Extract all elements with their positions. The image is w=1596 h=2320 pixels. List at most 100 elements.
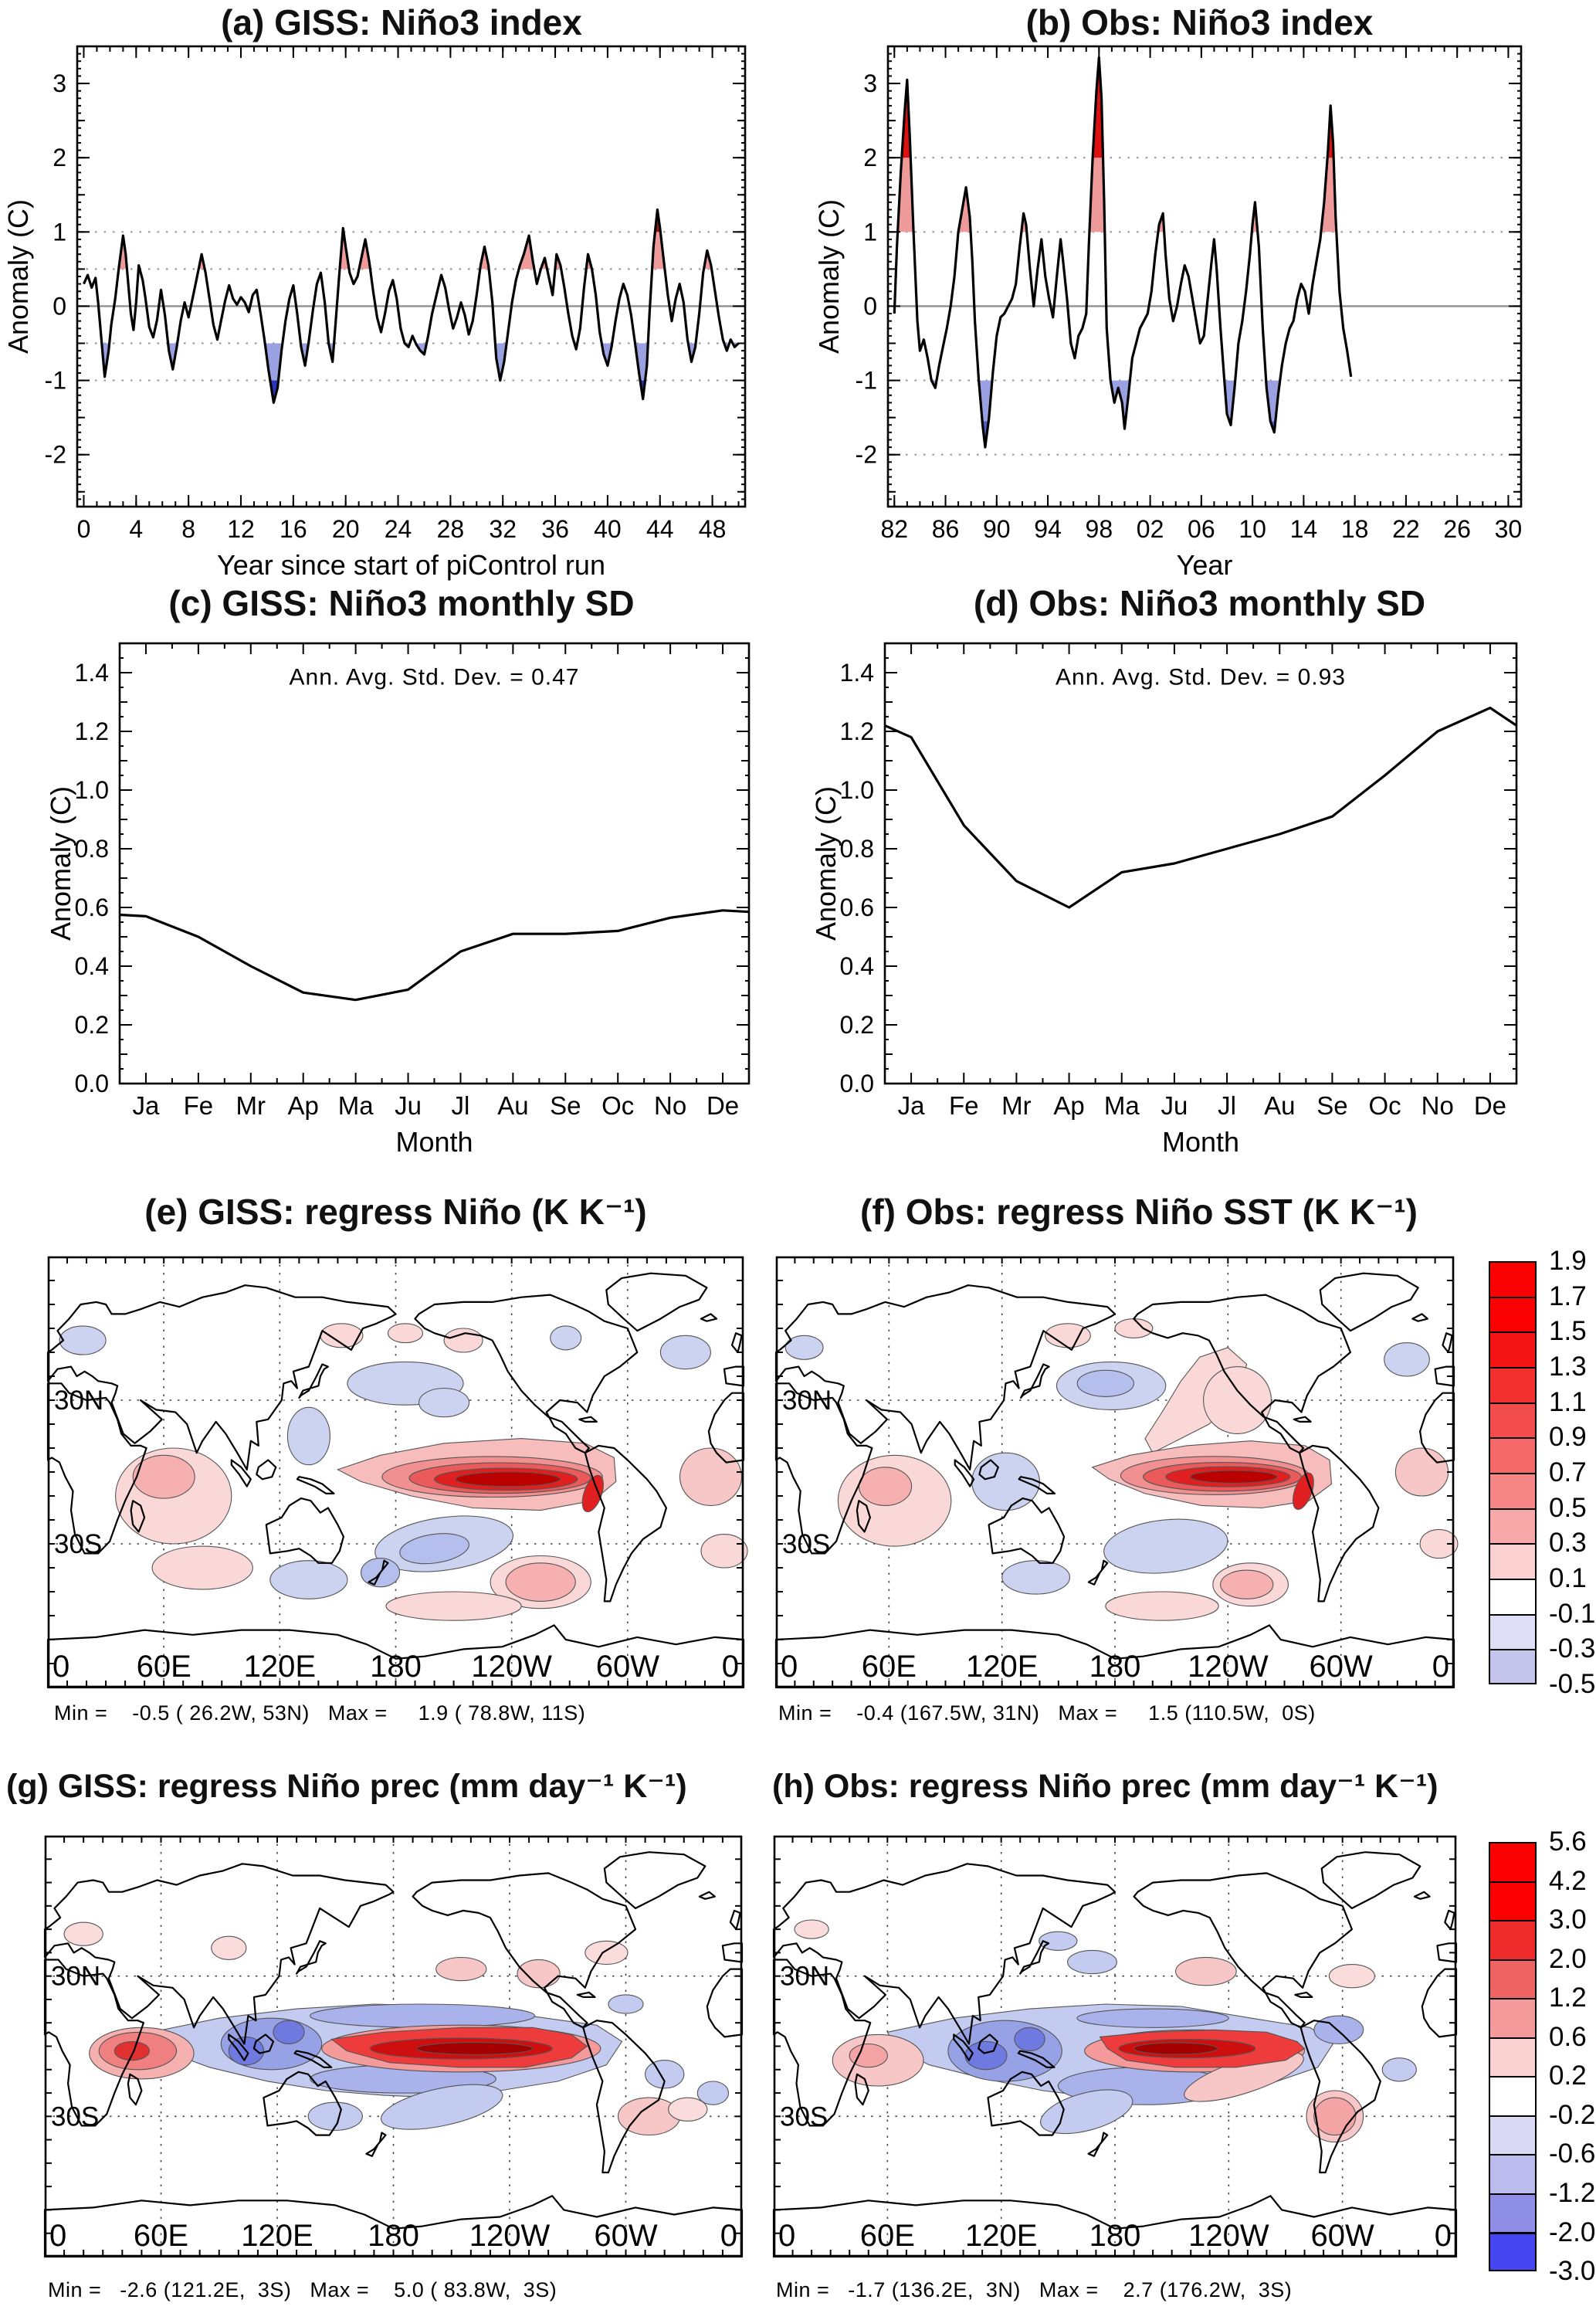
svg-text:180: 180 bbox=[368, 2219, 419, 2253]
svg-text:24: 24 bbox=[385, 515, 412, 543]
svg-text:36: 36 bbox=[541, 515, 569, 543]
svg-text:Ju: Ju bbox=[1161, 1091, 1188, 1120]
svg-text:60E: 60E bbox=[134, 2219, 188, 2253]
svg-text:40: 40 bbox=[594, 515, 622, 543]
svg-text:Anomaly (C): Anomaly (C) bbox=[45, 786, 76, 941]
colorbar-tick-label: -0.2 bbox=[1549, 2099, 1596, 2130]
svg-text:120W: 120W bbox=[471, 1650, 552, 1684]
svg-text:0: 0 bbox=[720, 2219, 737, 2253]
svg-text:60E: 60E bbox=[137, 1650, 191, 1684]
svg-text:Year: Year bbox=[1177, 549, 1233, 581]
svg-text:1: 1 bbox=[863, 218, 877, 246]
colorbar-cell bbox=[1489, 1473, 1537, 1510]
svg-text:90: 90 bbox=[983, 515, 1011, 543]
svg-text:60E: 60E bbox=[862, 1650, 917, 1684]
svg-text:Oc: Oc bbox=[1368, 1091, 1401, 1120]
panel-g-title: (g) GISS: regress Niño prec (mm day⁻¹ K⁻… bbox=[6, 1768, 687, 1805]
svg-text:0: 0 bbox=[53, 1650, 69, 1684]
colorbar-tick-label: 1.2 bbox=[1549, 1983, 1587, 2013]
svg-text:De: De bbox=[707, 1091, 739, 1120]
svg-text:0: 0 bbox=[1432, 1650, 1449, 1684]
svg-text:02: 02 bbox=[1137, 515, 1164, 543]
colorbar-tick-label: 2.0 bbox=[1549, 1943, 1587, 1974]
nino3-index-obs-chart: 82 86 90 94 98 02 06 10 14 18 22 26 30 -2 -1 0 1 2 3 Year An… bbox=[813, 45, 1523, 581]
svg-text:120W: 120W bbox=[1188, 1650, 1269, 1684]
svg-text:120W: 120W bbox=[469, 2219, 551, 2253]
svg-text:44: 44 bbox=[646, 515, 674, 543]
svg-text:0: 0 bbox=[49, 2219, 66, 2253]
colorbar-cell bbox=[1489, 2115, 1537, 2156]
svg-text:-2: -2 bbox=[45, 441, 66, 469]
colorbar-cell bbox=[1489, 1543, 1537, 1580]
svg-text:120E: 120E bbox=[244, 1650, 316, 1684]
sst-regression-giss-map: 0 60E 120E 180 120W 60W 0 30N 30S bbox=[46, 1256, 748, 1689]
colorbar-tick-label: 4.2 bbox=[1549, 1865, 1587, 1896]
panel-c-title: (c) GISS: Niño3 monthly SD bbox=[168, 583, 635, 623]
svg-text:1.2: 1.2 bbox=[840, 717, 874, 745]
svg-text:30N: 30N bbox=[51, 1962, 100, 1992]
svg-text:8: 8 bbox=[181, 515, 195, 543]
svg-text:Anomaly (C): Anomaly (C) bbox=[813, 199, 845, 354]
svg-text:60W: 60W bbox=[1311, 2219, 1374, 2253]
svg-text:Anomaly (C): Anomaly (C) bbox=[810, 786, 842, 941]
svg-text:10: 10 bbox=[1239, 515, 1266, 543]
colorbar-tick-label: 1.1 bbox=[1549, 1386, 1587, 1417]
colorbar-cell bbox=[1489, 1367, 1537, 1404]
colorbar-prec: 5.6 4.2 3.0 2.0 1.2 0.6 0.2 -0.2 -0.6 -1.2 -2.0 -3.… bbox=[1489, 1826, 1596, 2286]
colorbar-cell bbox=[1489, 1842, 1537, 1883]
svg-text:26: 26 bbox=[1443, 515, 1471, 543]
svg-text:Year since start of piControl: Year since start of piControl run bbox=[217, 549, 605, 581]
svg-text:0.6: 0.6 bbox=[75, 894, 109, 921]
colorbar-sst: 1.9 1.7 1.5 1.3 1.1 0.9 0.7 0.5 0.3 0.1 -0.1 -0.3 -0… bbox=[1489, 1246, 1596, 1699]
colorbar-tick-label: 1.9 bbox=[1549, 1246, 1587, 1276]
svg-text:180: 180 bbox=[1089, 1650, 1141, 1684]
panel-f-title: (f) Obs: regress Niño SST (K K⁻¹) bbox=[860, 1192, 1418, 1232]
svg-text:0.8: 0.8 bbox=[840, 835, 874, 863]
svg-text:1.0: 1.0 bbox=[840, 776, 874, 804]
svg-text:0: 0 bbox=[778, 2219, 795, 2253]
svg-text:Ja: Ja bbox=[898, 1091, 926, 1120]
svg-text:60W: 60W bbox=[596, 1650, 659, 1684]
svg-text:-1: -1 bbox=[856, 367, 877, 395]
svg-text:3: 3 bbox=[863, 70, 877, 97]
svg-text:0.6: 0.6 bbox=[840, 894, 874, 921]
svg-text:Ju: Ju bbox=[395, 1091, 422, 1120]
colorbar-cell bbox=[1489, 2193, 1537, 2234]
svg-text:30S: 30S bbox=[51, 2101, 99, 2132]
colorbar-tick-label: 1.5 bbox=[1549, 1316, 1587, 1347]
svg-text:Oc: Oc bbox=[601, 1091, 634, 1120]
svg-text:2: 2 bbox=[53, 144, 66, 171]
colorbar-tick-label: 0.7 bbox=[1549, 1457, 1587, 1487]
svg-text:No: No bbox=[1421, 1091, 1454, 1120]
colorbar-tick-label: -0.5 bbox=[1549, 1669, 1596, 1699]
svg-text:2: 2 bbox=[863, 144, 877, 171]
svg-text:0.2: 0.2 bbox=[840, 1011, 874, 1039]
svg-text:No: No bbox=[654, 1091, 686, 1120]
svg-text:1.2: 1.2 bbox=[75, 717, 109, 745]
svg-text:4: 4 bbox=[129, 515, 143, 543]
svg-text:120E: 120E bbox=[965, 2219, 1037, 2253]
colorbar-tick-label: 0.2 bbox=[1549, 2061, 1587, 2091]
colorbar-tick-label: -3.0 bbox=[1549, 2256, 1596, 2286]
svg-text:Fe: Fe bbox=[949, 1091, 979, 1120]
prec-regression-giss-map: 0 60E 120E 180 120W 60W 0 30N 30S bbox=[43, 1835, 744, 2258]
svg-text:0: 0 bbox=[1435, 2219, 1452, 2253]
panel-e-title: (e) GISS: regress Niño (K K⁻¹) bbox=[144, 1192, 647, 1232]
svg-text:30S: 30S bbox=[780, 2101, 828, 2132]
svg-text:0.8: 0.8 bbox=[75, 835, 109, 863]
svg-text:98: 98 bbox=[1086, 515, 1113, 543]
svg-text:32: 32 bbox=[489, 515, 517, 543]
colorbar-cell bbox=[1489, 1402, 1537, 1440]
svg-text:20: 20 bbox=[332, 515, 360, 543]
colorbar-tick-label: 0.3 bbox=[1549, 1528, 1587, 1559]
panel-h-title: (h) Obs: regress Niño prec (mm day⁻¹ K⁻¹… bbox=[772, 1768, 1438, 1805]
svg-text:Au: Au bbox=[497, 1091, 528, 1120]
colorbar-cell bbox=[1489, 1959, 1537, 2000]
colorbar-cell bbox=[1489, 1579, 1537, 1616]
colorbar-tick-label: -0.1 bbox=[1549, 1598, 1596, 1629]
panel-d-title: (d) Obs: Niño3 monthly SD bbox=[973, 583, 1426, 623]
svg-text:30N: 30N bbox=[782, 1386, 832, 1416]
svg-text:06: 06 bbox=[1188, 515, 1215, 543]
svg-text:30: 30 bbox=[1495, 515, 1523, 543]
svg-text:94: 94 bbox=[1034, 515, 1062, 543]
